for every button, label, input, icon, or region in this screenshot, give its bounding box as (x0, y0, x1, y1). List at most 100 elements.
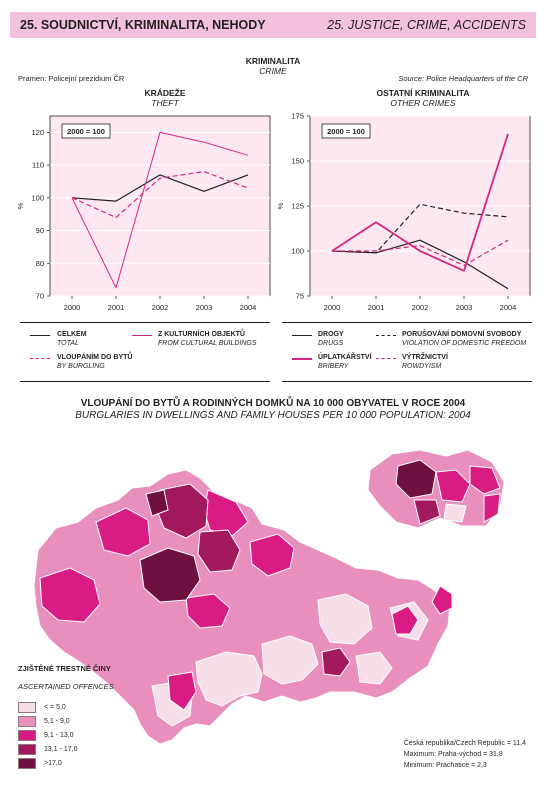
legend-swatch-rowdyism (376, 358, 396, 359)
series-line (71, 170, 249, 219)
y-tick-label: 70 (36, 292, 44, 301)
legend-swatch-burgling (30, 358, 50, 359)
map-region (167, 671, 197, 711)
map-legend-label: 5,1 - 9,0 (44, 718, 70, 725)
series-line (331, 133, 509, 272)
y-tick-label: 175 (291, 112, 304, 121)
legend-swatch (18, 744, 36, 755)
legend-label: VLOUPÁNÍM DO BYTŮ (57, 354, 133, 361)
map-region (185, 593, 231, 629)
map-region (443, 503, 467, 523)
y-tick-label: 75 (296, 292, 304, 301)
map-legend-label: >17,0 (44, 760, 62, 767)
x-tick-label: 2003 (456, 303, 473, 312)
map-region (435, 469, 471, 503)
legend-swatch-cultural (132, 335, 152, 336)
map-legend-title-cz: ZJIŠTĚNÉ TRESTNÉ ČINY (18, 664, 111, 673)
legend-swatch (18, 702, 36, 713)
chart-theft: 70 80 90 100 110 120 2000 2001 2002 2003 2004% 2000… (16, 115, 271, 312)
header-title-cz: 25. SOUDNICTVÍ, KRIMINALITA, NEHODY (20, 18, 266, 32)
legend-label-en: TOTAL (57, 340, 79, 347)
x-tick-label: 2001 (368, 303, 385, 312)
map-region (391, 605, 419, 635)
legend-swatch (18, 758, 36, 769)
map-region (261, 635, 319, 685)
y-tick-label: 110 (32, 161, 44, 170)
legend-label: CELKEM (57, 331, 87, 338)
map-legend-label: < = 5,0 (44, 704, 66, 711)
series-line (331, 239, 509, 290)
map-region (317, 593, 373, 645)
y-tick-label: 150 (291, 157, 304, 166)
series-line (71, 131, 249, 289)
map-region (95, 507, 151, 557)
section-title-en: CRIME (259, 66, 287, 76)
legend-theft (20, 322, 270, 382)
map-region (321, 647, 351, 677)
y-tick-label: 100 (291, 247, 304, 256)
x-tick-label: 2002 (152, 303, 169, 312)
x-tick-label: 2003 (196, 303, 213, 312)
x-tick-label: 2000 (324, 303, 341, 312)
y-tick-label: 80 (36, 259, 44, 268)
y-tick-label: 100 (31, 193, 44, 202)
legend-label-en: VIOLATION OF DOMESTIC FREEDOM (402, 340, 527, 347)
chart-other-crimes: 75 100 125 150 175 2000 2001 2002 2003 2004% 2000 … (276, 112, 531, 312)
map-region (431, 585, 453, 615)
legend-swatch (18, 730, 36, 741)
map-region (355, 651, 393, 685)
legend-item-rowdyism: VÝTRŽNICTVÍ ROWDYISM (402, 353, 448, 371)
source-en: Source: Police Headquarters of the CR (398, 74, 528, 83)
map-region (395, 459, 437, 499)
section-title-cz: KRIMINALITA (245, 56, 301, 66)
legend-swatch-bribery (292, 358, 312, 360)
index-label: 2000 = 100 (327, 127, 365, 136)
legend-label: ÚPLATKÁŘSTVÍ (318, 354, 372, 361)
map-region (469, 465, 501, 495)
map-region (249, 533, 295, 577)
legend-other (282, 322, 532, 382)
stat-maximum: Maximum: Praha-východ = 31,8 (403, 751, 503, 758)
legend-item-drugs: DROGY DRUGS (318, 330, 344, 348)
chart-theft-subtitle: THEFT (151, 98, 179, 108)
source-cz: Pramen: Policejní prezidium ČR (18, 74, 125, 83)
x-tick-label: 2002 (412, 303, 429, 312)
y-tick-label: 120 (31, 128, 44, 137)
y-tick-label: 125 (291, 202, 304, 211)
map-legend-label: 9,1 - 13,0 (44, 732, 74, 739)
legend-label-en: BRIBERY (318, 363, 349, 370)
x-tick-label: 2001 (108, 303, 125, 312)
legend-item-total: CELKEM TOTAL (57, 330, 87, 348)
y-tick-label: 90 (36, 226, 44, 235)
legend-item-cultural: Z KULTURNÍCH OBJEKTŮ FROM CULTURAL BUILD… (158, 330, 257, 348)
legend-swatch-domestic (376, 335, 396, 336)
map-region (483, 493, 501, 523)
map-region (197, 529, 241, 573)
map-region (139, 547, 201, 603)
legend-label-en: FROM CULTURAL BUILDINGS (158, 340, 257, 347)
chart-theft-title: KRÁDEŽE (144, 88, 186, 98)
map-region (413, 499, 441, 525)
legend-label: DROGY (318, 331, 344, 338)
map-region (39, 567, 101, 623)
map-czech-republic (33, 449, 505, 745)
index-box (61, 123, 111, 139)
plot-area (49, 115, 271, 297)
legend-item-domestic: PORUŠOVÁNÍ DOMOVNÍ SVOBODY VIOLATION OF … (402, 330, 526, 348)
header-title-en: 25. JUSTICE, CRIME, ACCIDENTS (327, 18, 526, 32)
map-legend-title-en: ASCERTAINED OFFENCES (18, 682, 114, 691)
map-region (145, 489, 169, 517)
series-line (332, 239, 509, 266)
map-region (195, 651, 263, 707)
legend-label-en: ROWDYISM (402, 363, 442, 370)
map-title-en: BURGLARIES IN DWELLINGS AND FAMILY HOUSE… (75, 410, 471, 421)
legend-item-burgling: VLOUPÁNÍM DO BYTŮ BY BURGLING (57, 353, 132, 371)
chart-other-subtitle: OTHER CRIMES (390, 98, 456, 108)
stat-czech-republic: Česká republika/Czech Republic = 11,4 (403, 740, 526, 747)
legend-label: PORUŠOVÁNÍ DOMOVNÍ SVOBODY (402, 331, 522, 338)
map-title-cz: VLOUPÁNÍ DO BYTŮ A RODINNÝCH DOMKŮ NA 10… (80, 398, 466, 409)
legend-swatch-total (30, 335, 50, 336)
legend-label: VÝTRŽNICTVÍ (402, 354, 448, 361)
index-box (321, 123, 371, 139)
legend-item-bribery: ÚPLATKÁŘSTVÍ BRIBERY (318, 353, 372, 371)
